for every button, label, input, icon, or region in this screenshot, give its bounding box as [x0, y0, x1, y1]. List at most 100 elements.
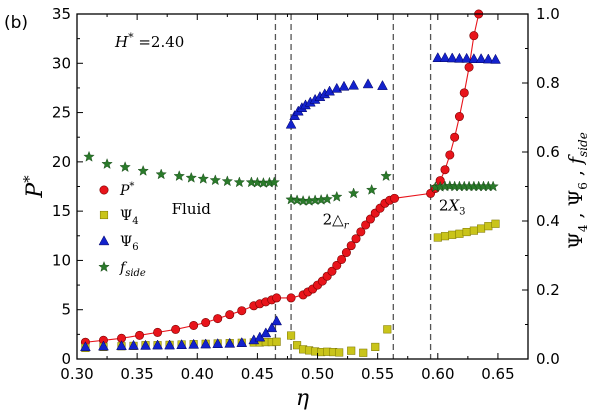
pressure-point-3 [135, 330, 145, 340]
legend-marker-0 [99, 185, 109, 195]
region-label-2: 2X3 [439, 197, 466, 218]
y-right-tick-label-5: 1.0 [536, 5, 560, 23]
pressure-point-41 [445, 150, 455, 160]
psi4-point-18 [287, 331, 296, 340]
psi6-point-8 [188, 338, 200, 349]
psi6-point-0 [80, 341, 91, 352]
region-labels: Fluid 2△r 2X3 [172, 197, 466, 232]
psi6-point-34 [439, 52, 451, 62]
pressure-point-43 [454, 112, 464, 122]
legend-marker-2 [98, 235, 110, 246]
fside-point-15 [268, 176, 280, 188]
psi6-point-40 [482, 53, 494, 64]
annotation-h-star: H* =2.40 [114, 31, 184, 51]
psi6-point-33 [432, 52, 444, 62]
psi4-point-35 [462, 227, 471, 237]
x-tick-label-1: 0.35 [120, 365, 153, 383]
psi4-point-38 [484, 222, 493, 231]
psi6-point-17 [271, 315, 283, 326]
psi6-point-6 [164, 339, 175, 350]
psi6-point-16 [266, 322, 278, 333]
psi6-point-39 [475, 53, 487, 63]
fside-point-26 [380, 170, 392, 181]
y-right-tick-label-2: 0.4 [536, 212, 560, 230]
phase-boundaries [274, 14, 432, 359]
legend: P* Ψ4 Ψ6 fside [98, 181, 146, 279]
fside-point-7 [197, 172, 209, 184]
pressure-point-44 [459, 88, 469, 98]
legend-label-2: Ψ6 [120, 234, 139, 253]
pressure-point-29 [356, 227, 366, 237]
psi6-point-12 [236, 337, 248, 347]
pressure-point-26 [341, 248, 351, 258]
fside-point-11 [245, 176, 258, 188]
y-left-tick-label-2: 10 [52, 251, 71, 269]
y-left-tick-label-6: 30 [52, 54, 71, 72]
psi6-point-10 [212, 338, 224, 348]
psi6-point-2 [116, 340, 127, 351]
psi6-point-7 [176, 339, 187, 350]
fside-point-23 [331, 190, 343, 202]
fside-point-2 [119, 161, 131, 173]
x-tick-label-3: 0.45 [241, 365, 274, 383]
psi6-point-41 [490, 53, 501, 64]
x-tick-label-7: 0.65 [481, 365, 514, 383]
fside-point-10 [233, 176, 246, 188]
psi4-point-32 [440, 232, 450, 241]
y-left-tick-label-7: 35 [52, 5, 71, 23]
psi4-point-29 [371, 342, 380, 351]
pressure-point-36 [390, 193, 400, 203]
y-axis-left-label: P* [20, 175, 48, 199]
psi4-point-19 [293, 341, 302, 350]
fside-point-1 [101, 158, 113, 169]
legend-label-3: fside [119, 260, 146, 279]
labels: (b) H* =2.40 η P* Ψ4 , Ψ6 , fside [4, 13, 590, 411]
pressure-point-42 [450, 132, 460, 142]
psi6-point-1 [98, 340, 109, 351]
fside-point-0 [83, 150, 95, 162]
pressure-point-45 [464, 62, 474, 72]
pressure-point-40 [440, 165, 450, 175]
pressure-point-8 [213, 314, 223, 324]
region-label-1: 2△r [323, 210, 350, 231]
x-tick-label-6: 0.60 [421, 365, 454, 383]
x-tick-label-0: 0.30 [60, 365, 93, 383]
fside-point-12 [251, 176, 264, 188]
region-label-0: Fluid [172, 200, 212, 218]
pressure-point-27 [346, 241, 356, 251]
pressure-point-24 [332, 260, 342, 270]
pressure-line [85, 13, 480, 343]
fside-point-17 [291, 194, 303, 206]
psi6-point-30 [348, 79, 359, 90]
psi6-point-36 [454, 52, 465, 63]
fside-point-5 [173, 170, 185, 181]
fside-point-6 [185, 171, 197, 183]
y-right-tick-label-0: 0.0 [536, 350, 560, 368]
y-right-tick-label-1: 0.2 [536, 281, 560, 299]
pressure-point-23 [327, 266, 337, 276]
y-left-tick-label-0: 0 [61, 350, 71, 368]
pressure-point-46 [469, 31, 479, 41]
y-right-tick-label-3: 0.6 [536, 143, 560, 161]
x-tick-label-2: 0.40 [181, 365, 214, 383]
fside-point-25 [365, 183, 378, 195]
psi4-point-27 [347, 346, 356, 355]
legend-marker-3 [98, 261, 110, 272]
panel-label: (b) [4, 13, 28, 33]
pressure-point-15 [272, 293, 282, 303]
legend-label-0: P* [119, 181, 134, 199]
pressure-point-10 [237, 306, 247, 316]
psi4-point-37 [477, 224, 486, 233]
x-tick-label-5: 0.55 [361, 365, 394, 383]
psi6-point-18 [285, 118, 297, 129]
data-markers [80, 9, 501, 357]
psi6-point-4 [140, 339, 151, 350]
fside-point-4 [155, 168, 167, 180]
fside-point-16 [285, 193, 297, 205]
axes: 0.30 0.35 0.40 0.45 0.50 0.55 0.60 0.65 0 5 10 15 20… [52, 5, 560, 383]
psi4-point-39 [491, 219, 500, 228]
psi4-point-17 [272, 337, 281, 346]
pressure-point-28 [351, 234, 361, 244]
psi6-point-31 [362, 78, 374, 89]
